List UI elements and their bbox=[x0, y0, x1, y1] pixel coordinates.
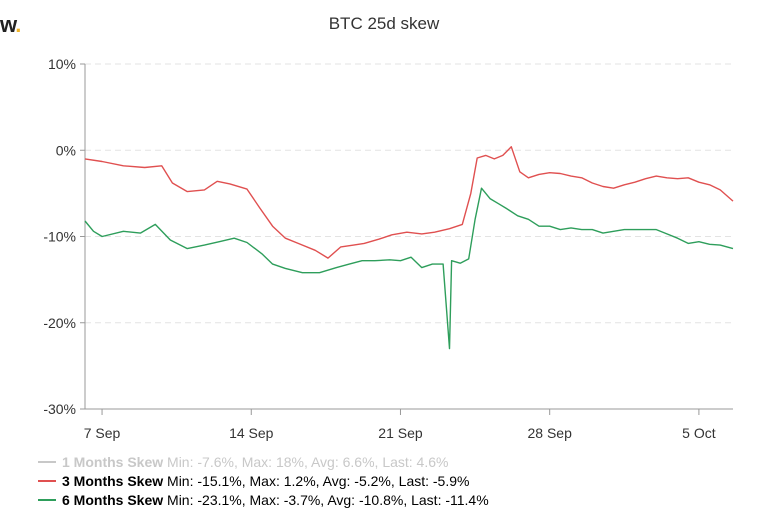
legend-item-3-months-skew[interactable]: 3 Months Skew Min: -15.1%, Max: 1.2%, Av… bbox=[38, 472, 469, 491]
x-tick-label: 21 Sep bbox=[378, 425, 423, 441]
legend-series-stats: Min: -15.1%, Max: 1.2%, Avg: -5.2%, Last… bbox=[167, 473, 470, 489]
x-tick-label: 7 Sep bbox=[84, 425, 121, 441]
legend-series-stats: Min: -7.6%, Max: 18%, Avg: 6.6%, Last: 4… bbox=[167, 454, 449, 470]
brand-logo: w. bbox=[0, 12, 21, 37]
legend-series-name: 6 Months Skew bbox=[62, 492, 164, 508]
chart-title: BTC 25d skew bbox=[328, 14, 440, 33]
legend-series-stats: Min: -23.1%, Max: -3.7%, Avg: -10.8%, La… bbox=[167, 492, 489, 508]
legend-item-1-month-skew[interactable]: 1 Months Skew Min: -7.6%, Max: 18%, Avg:… bbox=[38, 453, 448, 472]
legend-series-name: 1 Months Skew bbox=[62, 454, 164, 470]
legend-swatch bbox=[38, 461, 56, 464]
legend-swatch bbox=[38, 499, 56, 502]
y-tick-label: 10% bbox=[48, 56, 76, 72]
legend-series-name: 3 Months Skew bbox=[62, 473, 164, 489]
legend-swatch bbox=[38, 480, 56, 483]
legend-item-6-months-skew[interactable]: 6 Months Skew Min: -23.1%, Max: -3.7%, A… bbox=[38, 491, 489, 510]
x-tick-label: 14 Sep bbox=[229, 425, 274, 441]
x-tick-label: 5 Oct bbox=[682, 425, 716, 441]
y-tick-label: -10% bbox=[43, 229, 76, 245]
series-line-6-months-skew bbox=[84, 187, 734, 350]
series-line-3-months-skew bbox=[84, 146, 734, 259]
y-tick-label: 0% bbox=[56, 142, 76, 158]
y-tick-label: -20% bbox=[43, 315, 76, 331]
x-tick-label: 28 Sep bbox=[527, 425, 572, 441]
y-tick-label: -30% bbox=[43, 401, 76, 417]
